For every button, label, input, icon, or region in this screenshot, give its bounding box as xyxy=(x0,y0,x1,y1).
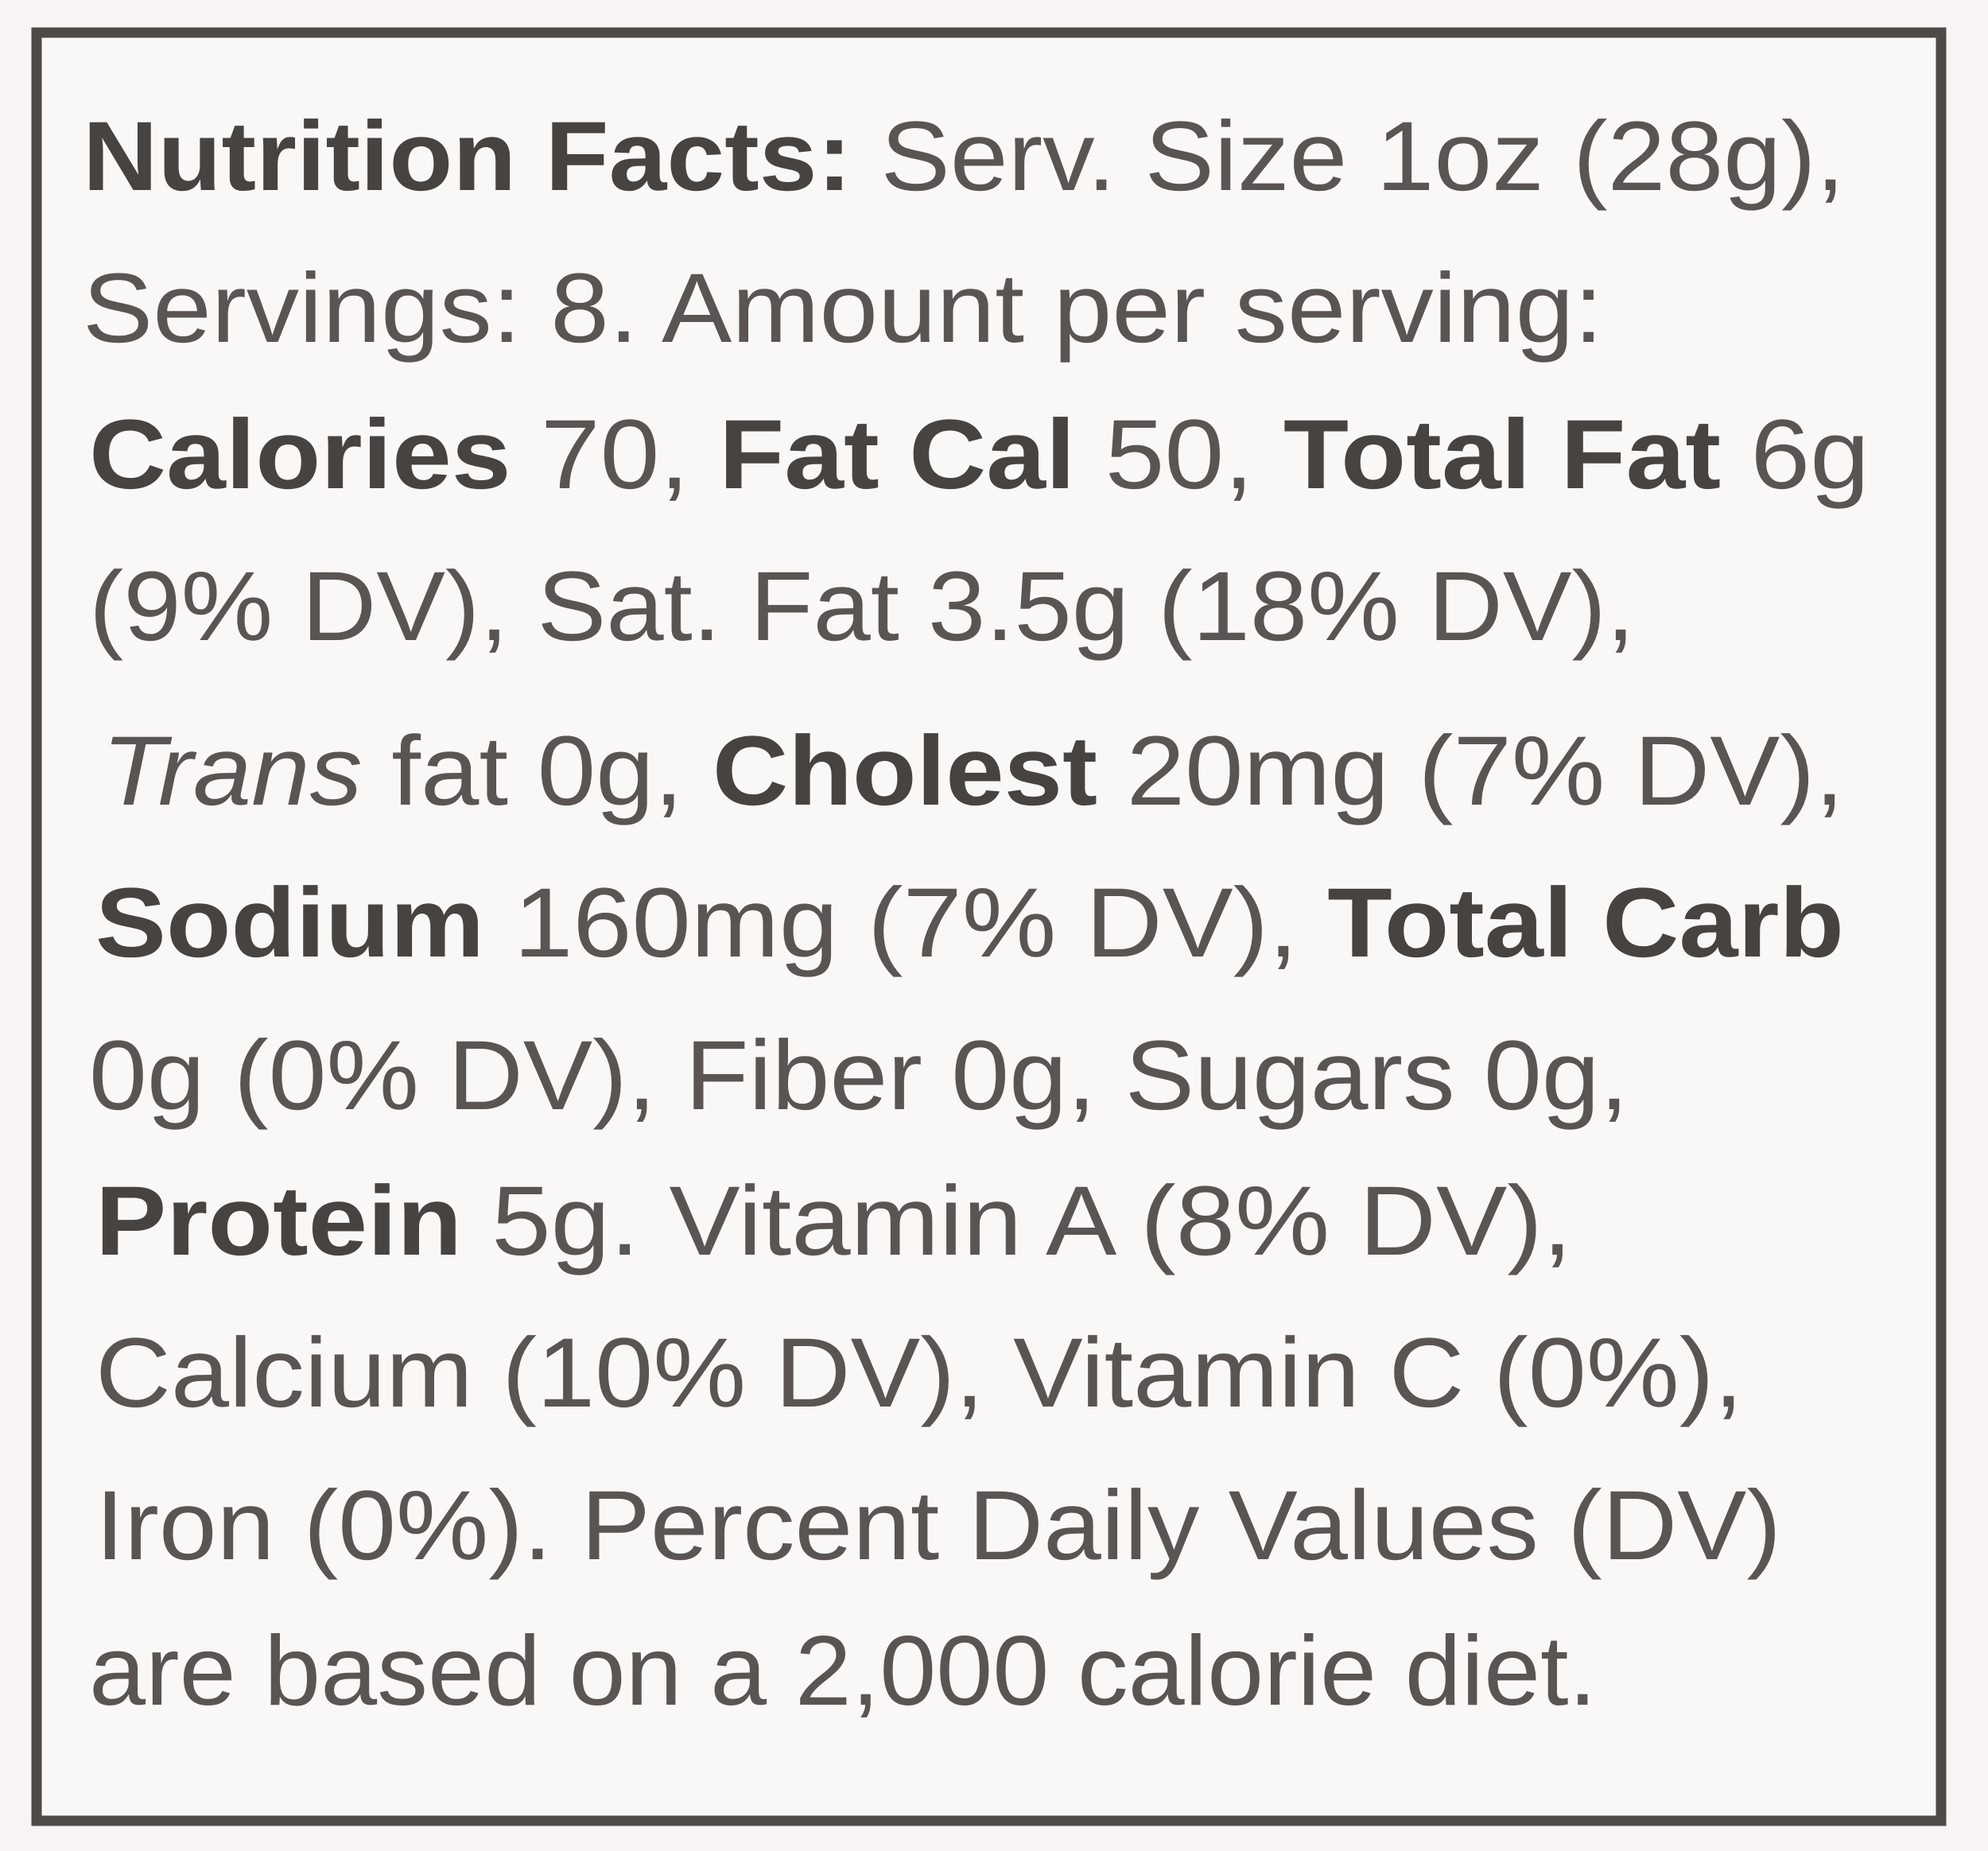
label-text: Servings: 8. Amount per serving: xyxy=(83,254,1603,363)
label-line: Calcium (10% DV), Vitamin C (0%), xyxy=(95,1318,1743,1428)
label-text: 5g. Vitamin A (8% DV), xyxy=(462,1166,1572,1276)
label-text: 6g xyxy=(1721,400,1870,510)
nutrient-name: Cholest xyxy=(712,716,1097,826)
label-text: fat 0g, xyxy=(363,716,712,826)
nutrient-name: Total Fat xyxy=(1283,400,1721,510)
label-text: are based on a 2,000 calorie diet. xyxy=(89,1616,1597,1726)
label-line: (9% DV), Sat. Fat 3.5g (18% DV), xyxy=(89,552,1635,662)
label-line: 0g (0% DV), Fiber 0g, Sugars 0g, xyxy=(89,1021,1629,1131)
nutrient-name: Total Carb xyxy=(1327,868,1844,978)
label-text: Serv. Size 1oz (28g), xyxy=(852,102,1845,211)
label-text-italic: Trans xyxy=(102,716,363,826)
label-text: 70, xyxy=(511,400,720,510)
label-line: Sodium 160mg (7% DV), Total Carb xyxy=(95,868,1844,978)
nutrient-name: Fat Cal xyxy=(719,400,1075,510)
nutrient-name: Nutrition Facts: xyxy=(83,102,852,211)
label-text: 0g (0% DV), Fiber 0g, Sugars 0g, xyxy=(89,1021,1629,1131)
label-text: 50, xyxy=(1075,400,1283,510)
label-text: 160mg (7% DV), xyxy=(484,868,1327,978)
nutrient-name: Protein xyxy=(95,1166,462,1276)
label-line: are based on a 2,000 calorie diet. xyxy=(89,1616,1597,1726)
label-line: Protein 5g. Vitamin A (8% DV), xyxy=(95,1166,1572,1276)
label-text: (9% DV), Sat. Fat 3.5g (18% DV), xyxy=(89,552,1635,662)
nutrient-name: Calories xyxy=(89,400,511,510)
label-line: Iron (0%). Percent Daily Values (DV) xyxy=(95,1471,1781,1581)
label-text: Calcium (10% DV), Vitamin C (0%), xyxy=(95,1318,1743,1428)
label-text: Iron (0%). Percent Daily Values (DV) xyxy=(95,1471,1781,1581)
label-text: 20mg (7% DV), xyxy=(1097,716,1844,826)
nutrient-name: Sodium xyxy=(95,868,484,978)
label-border xyxy=(31,27,1947,1826)
label-line: Calories 70, Fat Cal 50, Total Fat 6g xyxy=(89,400,1870,510)
label-line: Trans fat 0g, Cholest 20mg (7% DV), xyxy=(102,716,1844,826)
label-line: Servings: 8. Amount per serving: xyxy=(83,254,1603,363)
label-line: Nutrition Facts: Serv. Size 1oz (28g), xyxy=(83,102,1845,211)
